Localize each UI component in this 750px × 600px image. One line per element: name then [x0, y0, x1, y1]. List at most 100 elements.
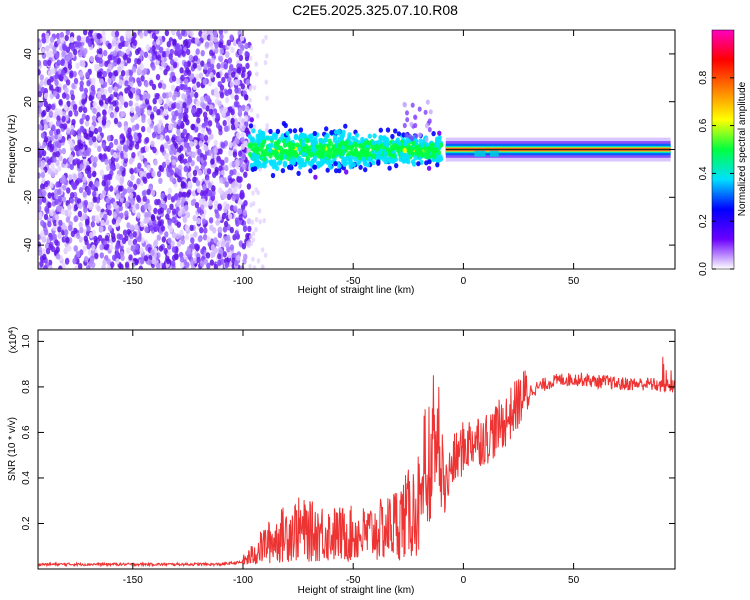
heatmap-cell — [151, 54, 156, 61]
heatmap-cell — [342, 161, 347, 168]
heatmap-cell — [249, 240, 254, 246]
heatmap-cell — [151, 131, 157, 139]
heatmap-cell — [66, 187, 71, 194]
heatmap-cell — [88, 139, 94, 146]
heatmap-cell — [107, 96, 112, 103]
heatmap-cell — [347, 160, 352, 166]
heatmap-cell — [342, 141, 347, 147]
heatmap-cell — [413, 145, 419, 151]
heatmap-cell — [42, 190, 47, 197]
heatmap-cell — [144, 145, 150, 152]
heatmap-cell — [224, 156, 229, 164]
heatmap-cell — [200, 248, 205, 255]
heatmap-cell — [262, 151, 267, 157]
heatmap-cell — [147, 30, 152, 34]
heatmap-cell — [57, 226, 62, 233]
heatmap-cell — [264, 34, 268, 41]
heatmap-cell — [417, 106, 422, 112]
x-tick-label: -50 — [346, 575, 361, 586]
heatmap-cell — [140, 107, 145, 115]
heatmap-cell — [190, 260, 195, 267]
heatmap-cell — [43, 264, 48, 269]
heatmap-cell — [437, 130, 442, 136]
heatmap-cell — [81, 93, 86, 100]
heatmap-cell — [102, 109, 107, 116]
heatmap-cell — [244, 50, 249, 58]
heatmap-cell — [118, 79, 123, 86]
heatmap-cell — [38, 59, 42, 67]
heatmap-cell — [103, 213, 108, 221]
heatmap-cell — [268, 128, 273, 135]
heatmap-cell — [86, 165, 91, 172]
heatmap-cell — [243, 115, 249, 122]
heatmap-cell — [137, 162, 142, 169]
heatmap-cell — [182, 39, 188, 47]
heatmap-cell — [174, 167, 179, 174]
heatmap-cell — [144, 98, 150, 105]
heatmap-cell — [43, 123, 49, 131]
heatmap-cell — [261, 38, 266, 45]
heatmap-cell — [256, 258, 261, 264]
heatmap-cell — [244, 42, 249, 50]
heatmap-cell — [190, 73, 195, 80]
heatmap-cell — [321, 144, 326, 150]
heatmap-cell — [337, 142, 342, 148]
heatmap-cell — [292, 128, 298, 134]
heatmap-cell — [44, 242, 50, 250]
heatmap-cell — [391, 153, 396, 159]
heatmap-cell — [183, 83, 188, 91]
heatmap-cell — [63, 104, 68, 111]
heatmap-cell — [179, 83, 184, 91]
heatmap-cell — [345, 155, 350, 161]
heatmap-cell — [407, 149, 412, 155]
heatmap-cell — [252, 265, 257, 269]
heatmap-cell — [116, 57, 122, 64]
heatmap-cell — [203, 134, 209, 142]
heatmap-cell — [58, 265, 63, 269]
heatmap-cell — [250, 219, 255, 225]
heatmap-cell — [163, 127, 168, 134]
heatmap-cell — [410, 102, 415, 108]
heatmap-cell — [54, 79, 59, 87]
heatmap-cell — [153, 239, 159, 246]
heatmap-cell — [68, 156, 73, 164]
heatmap-cell — [201, 198, 206, 205]
heatmap-cell — [241, 66, 246, 73]
heatmap-cell — [402, 157, 407, 163]
heatmap-cell — [275, 155, 280, 161]
heatmap-cell — [310, 158, 316, 164]
heatmap-cell — [134, 135, 139, 142]
heatmap-cell — [129, 232, 134, 240]
heatmap-cell — [115, 242, 120, 250]
heatmap-cell — [214, 47, 219, 54]
heatmap-cell — [413, 114, 418, 120]
heatmap-cell — [157, 82, 163, 89]
heatmap-cell — [69, 36, 75, 43]
heatmap-cell — [142, 170, 147, 177]
heatmap-cell — [92, 136, 97, 143]
heatmap-cell — [286, 151, 291, 157]
heatmap-cell — [73, 245, 78, 252]
heatmap-cell — [213, 237, 218, 244]
heatmap-cell — [432, 153, 437, 160]
heatmap-cell — [152, 105, 158, 113]
heatmap-cell — [92, 196, 97, 203]
heatmap-cell — [365, 147, 370, 153]
heatmap-cell — [119, 176, 125, 183]
heatmap-cell — [219, 33, 224, 40]
heatmap-cell — [186, 99, 191, 106]
heatmap-cell — [353, 137, 358, 143]
heatmap-cell — [70, 128, 75, 136]
heatmap-cell — [234, 159, 239, 166]
heatmap-cell — [249, 234, 253, 240]
heatmap-cell — [158, 98, 163, 105]
heatmap-cell — [179, 67, 184, 74]
snr-x-ticks: -150 -100 -50 0 50 — [123, 330, 580, 586]
heatmap-cell — [99, 244, 104, 251]
heatmap-cell — [136, 178, 141, 185]
heatmap-cell — [172, 94, 177, 101]
heatmap-cell — [61, 262, 66, 269]
heatmap-cell — [196, 256, 201, 264]
heatmap-cell — [107, 63, 113, 70]
heatmap-cell — [265, 127, 269, 133]
